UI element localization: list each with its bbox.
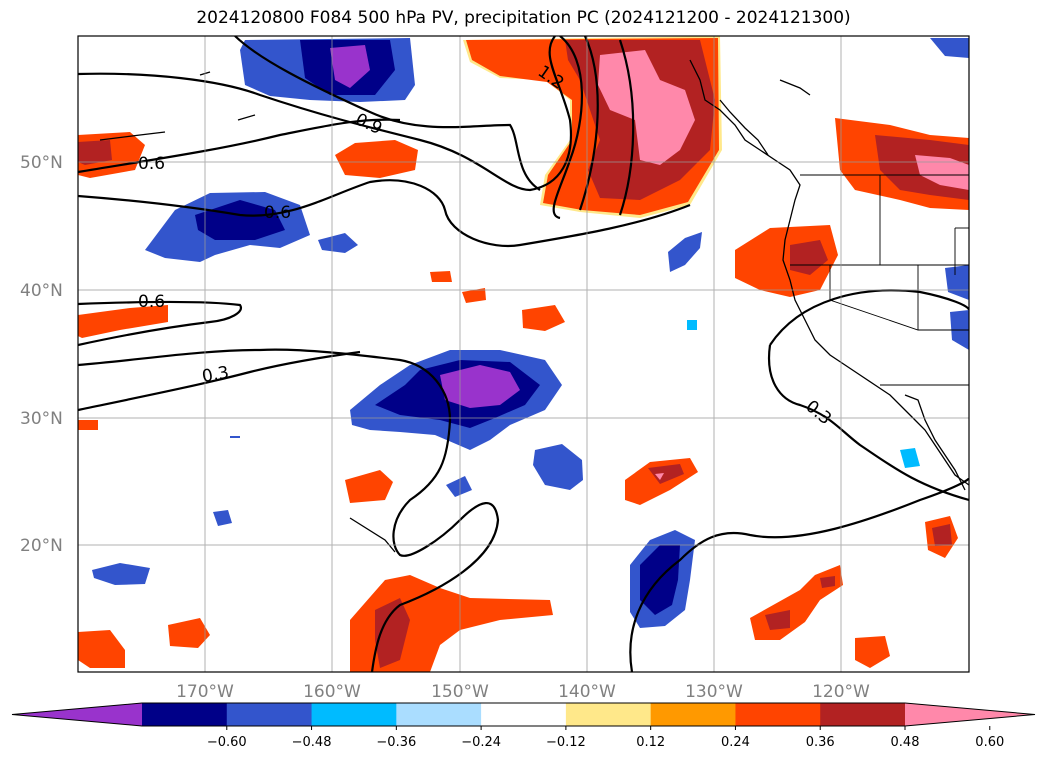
- colorbar-tick-label: −0.36: [376, 735, 416, 750]
- lon-label: 160°W: [303, 682, 361, 702]
- colorbar-segment: [565, 703, 652, 726]
- colorbar-ticks: −0.60 −0.48 −0.36 −0.24 −0.12 0.12 0.24 0.36 0.4…: [207, 726, 1004, 750]
- colorbar-extend-min: [12, 703, 142, 726]
- gridlines: [78, 36, 969, 672]
- contour-label: 0.3: [200, 363, 230, 387]
- colorbar-tick-label: −0.48: [292, 735, 332, 750]
- colorbar-segment: [820, 703, 906, 726]
- colorbar-tick-label: −0.24: [461, 735, 501, 750]
- colorbar-segment: [481, 703, 567, 726]
- colorbar-tick-label: 0.60: [975, 735, 1004, 750]
- pc-shading: [78, 36, 969, 672]
- lat-label: 30°N: [20, 409, 63, 429]
- colorbar-segment: [396, 703, 482, 726]
- map-title: 2024120800 F084 500 hPa PV, precipitatio…: [196, 8, 851, 28]
- lat-label: 20°N: [20, 536, 63, 556]
- colorbar-tick-label: 0.12: [636, 735, 665, 750]
- colorbar-tick-label: −0.60: [207, 735, 247, 750]
- colorbar-segment: [226, 703, 313, 726]
- lat-label: 40°N: [20, 281, 63, 301]
- colorbar-segment: [142, 703, 228, 726]
- colorbar-outline: [11, 702, 1036, 727]
- colorbar-segment: [650, 703, 736, 726]
- contour-label: 0.6: [138, 154, 165, 174]
- colorbar: [11, 702, 1036, 727]
- state-borders: [790, 174, 969, 386]
- lon-label: 120°W: [812, 682, 870, 702]
- colorbar-tick-label: 0.48: [891, 735, 920, 750]
- colorbar-tick-label: 0.36: [806, 735, 835, 750]
- contour-label: 0.6: [138, 292, 165, 312]
- colorbar-segment: [311, 703, 397, 726]
- lon-label: 170°W: [176, 682, 234, 702]
- lon-label: 140°W: [558, 682, 616, 702]
- colorbar-tick-label: 0.24: [721, 735, 750, 750]
- contour-label: 0.6: [264, 203, 291, 223]
- longitude-labels: 170°W 160°W 150°W 140°W 130°W 120°W: [176, 682, 870, 702]
- lon-label: 150°W: [431, 682, 489, 702]
- latitude-labels: 50°N 40°N 30°N 20°N: [20, 153, 63, 556]
- colorbar-segment: [735, 703, 821, 726]
- colorbar-tick-label: −0.12: [546, 735, 586, 750]
- lon-label: 130°W: [685, 682, 743, 702]
- lat-label: 50°N: [20, 153, 63, 173]
- colorbar-extend-max: [905, 703, 1035, 726]
